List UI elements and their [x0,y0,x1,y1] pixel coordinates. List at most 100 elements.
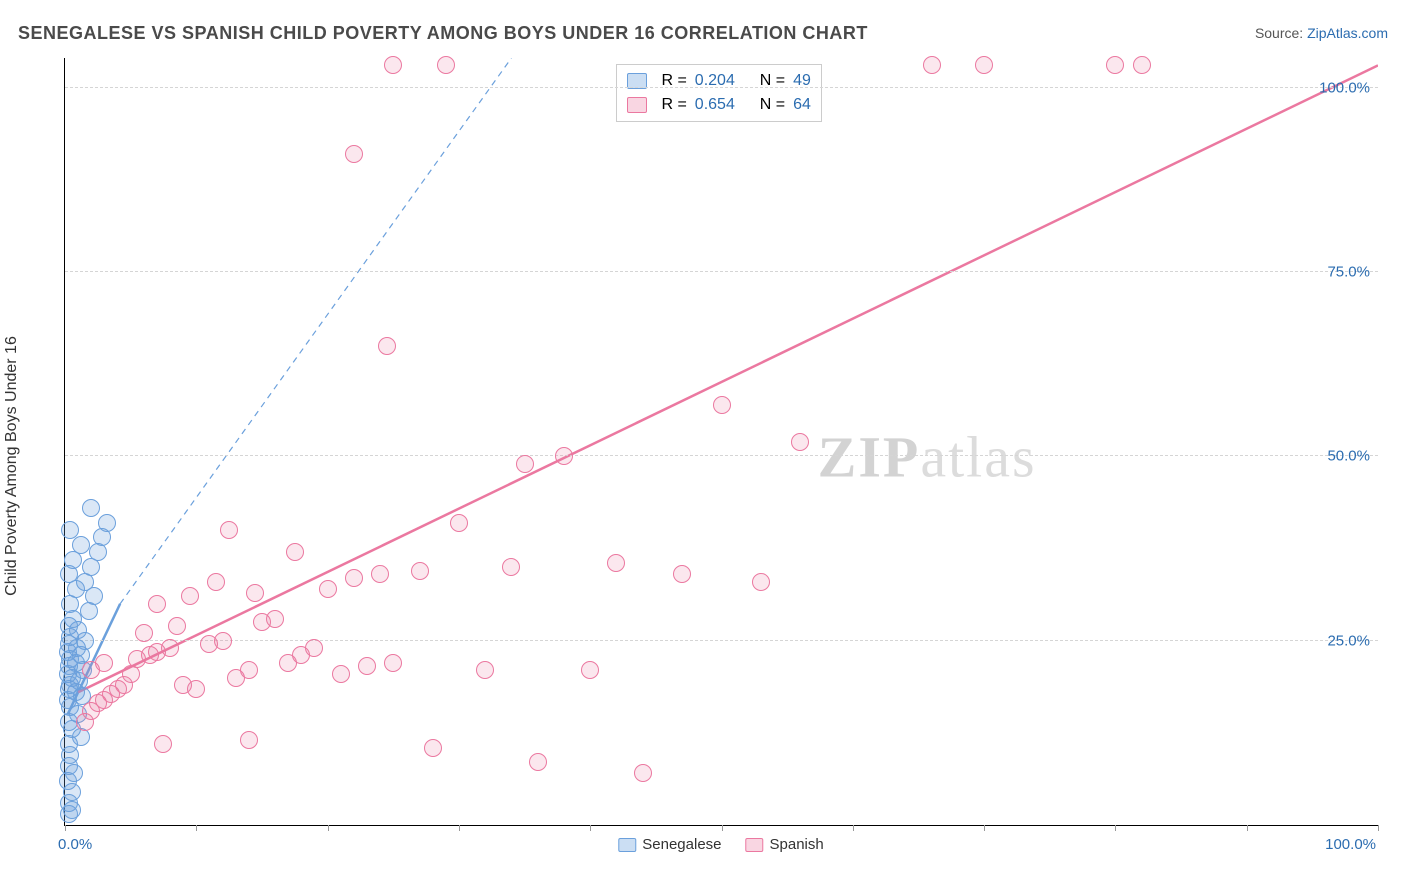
x-tick-mark [722,825,723,831]
data-point [516,455,534,473]
stats-box: R = 0.204 N = 49 R = 0.654 N = 64 [616,64,821,122]
x-tick-mark [459,825,460,831]
stats-row-senegalese: R = 0.204 N = 49 [627,69,810,93]
source-attribution: Source: ZipAtlas.com [1255,25,1388,41]
stats-n-spanish: 64 [793,93,811,117]
stats-r-label: R = [661,93,686,117]
data-point [358,657,376,675]
data-point [607,554,625,572]
series-legend: Senegalese Spanish [618,836,823,853]
y-axis-label: Child Poverty Among Boys Under 16 [3,336,21,596]
data-point [154,735,172,753]
data-point [384,654,402,672]
x-tick-mark [328,825,329,831]
data-point [246,584,264,602]
data-point [1133,56,1151,74]
data-point [72,536,90,554]
data-point [923,56,941,74]
x-tick-mark [1115,825,1116,831]
x-tick-mark [853,825,854,831]
x-axis-area: 0.0% Senegalese Spanish 100.0% [64,836,1378,860]
data-point [502,558,520,576]
data-point [673,565,691,583]
data-point [61,521,79,539]
swatch-spanish-icon [746,838,764,852]
x-tick-mark [984,825,985,831]
x-tick-label-0: 0.0% [58,836,92,853]
swatch-spanish-icon [627,97,647,113]
data-point [266,610,284,628]
chart-title: SENEGALESE VS SPANISH CHILD POVERTY AMON… [18,23,868,44]
data-point [437,56,455,74]
data-point [181,587,199,605]
source-link[interactable]: ZipAtlas.com [1307,25,1388,41]
data-point [82,499,100,517]
stats-n-label: N = [760,69,785,93]
stats-n-senegalese: 49 [793,69,811,93]
legend-item-spanish: Spanish [746,836,824,853]
data-point [187,680,205,698]
chart-container: Child Poverty Among Boys Under 16 ZIPatl… [18,58,1388,874]
data-point [286,543,304,561]
data-point [581,661,599,679]
gridline [65,271,1378,272]
data-point [713,396,731,414]
data-point [161,639,179,657]
legend-label-spanish: Spanish [770,836,824,853]
x-tick-mark [590,825,591,831]
data-point [214,632,232,650]
watermark: ZIPatlas [818,423,1037,490]
data-point [752,573,770,591]
stats-n-label: N = [760,93,785,117]
stats-r-senegalese: 0.204 [695,69,735,93]
data-point [135,624,153,642]
y-tick-label: 50.0% [1327,448,1370,465]
source-prefix: Source: [1255,25,1307,41]
data-point [240,731,258,749]
data-point [555,447,573,465]
watermark-strong: ZIP [818,424,921,489]
data-point [332,665,350,683]
trend-lines [65,58,1378,825]
data-point [1106,56,1124,74]
x-tick-mark [1378,825,1379,831]
data-point [975,56,993,74]
data-point [148,595,166,613]
data-point [384,56,402,74]
data-point [411,562,429,580]
y-tick-label: 100.0% [1319,79,1370,96]
plot-area: ZIPatlas R = 0.204 N = 49 R = 0.654 N = … [64,58,1378,826]
x-tick-mark [1247,825,1248,831]
y-tick-label: 25.0% [1327,632,1370,649]
x-tick-label-100: 100.0% [1325,836,1376,853]
x-tick-mark [196,825,197,831]
data-point [378,337,396,355]
y-tick-label: 75.0% [1327,263,1370,280]
data-point [424,739,442,757]
data-point [168,617,186,635]
data-point [476,661,494,679]
stats-r-label: R = [661,69,686,93]
data-point [634,764,652,782]
gridline [65,640,1378,641]
data-point [345,145,363,163]
legend-label-senegalese: Senegalese [642,836,721,853]
watermark-rest: atlas [920,424,1036,489]
data-point [95,654,113,672]
data-point [207,573,225,591]
data-point [305,639,323,657]
gridline [65,87,1378,88]
data-point [98,514,116,532]
data-point [240,661,258,679]
data-point [319,580,337,598]
data-point [450,514,468,532]
x-tick-mark [65,825,66,831]
swatch-senegalese-icon [618,838,636,852]
data-point [345,569,363,587]
legend-item-senegalese: Senegalese [618,836,721,853]
data-point [220,521,238,539]
stats-row-spanish: R = 0.654 N = 64 [627,93,810,117]
data-point [791,433,809,451]
stats-r-spanish: 0.654 [695,93,735,117]
data-point [371,565,389,583]
